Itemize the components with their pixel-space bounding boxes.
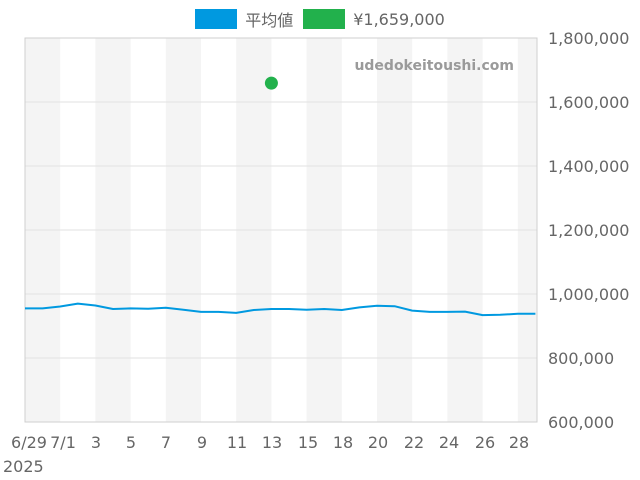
x-tick-label: 24 (439, 433, 459, 452)
listing-price-point[interactable] (264, 76, 278, 90)
x-tick-label: 6/29 (11, 433, 47, 452)
y-tick-label: 1,000,000 (548, 285, 629, 304)
x-tick-label: 15 (298, 433, 318, 452)
y-tick-label: 600,000 (548, 413, 614, 432)
x-tick-label: 26 (475, 433, 495, 452)
x-tick-label: 22 (404, 433, 424, 452)
legend-label-average: 平均値 (245, 11, 294, 30)
x-tick-label: 3 (91, 433, 101, 452)
y-tick-label: 1,600,000 (548, 93, 629, 112)
x-tick-label: 18 (333, 433, 353, 452)
y-tick-label: 800,000 (548, 349, 614, 368)
plot-frame (24, 37, 538, 423)
watermark: udedokeitoushi.com (354, 58, 514, 74)
x-tick-label: 5 (126, 433, 136, 452)
x-tick-label: 7/1 (50, 433, 76, 452)
legend-item-listing-price[interactable]: ¥1,659,000 (303, 9, 445, 29)
x-tick-label: 28 (509, 433, 529, 452)
legend-swatch-listing-price (303, 9, 346, 29)
legend-label-listing-price: ¥1,659,000 (353, 9, 445, 29)
x-tick-label: 7 (161, 433, 171, 452)
x-tick-label: 13 (262, 433, 282, 452)
x-tick-label: 20 (368, 433, 388, 452)
y-tick-labels: 600,000 800,000 1,000,000 1,200,000 1,400,00… (548, 29, 629, 432)
series-line-average (25, 302, 536, 317)
legend-swatch-average (195, 9, 238, 29)
legend: 平均値 ¥1,659,000 (0, 7, 640, 31)
legend-item-average[interactable]: 平均値 (195, 7, 293, 31)
series-layer (25, 76, 536, 317)
y-tick-label: 1,800,000 (548, 29, 629, 48)
x-year-label: 2025 (3, 457, 44, 476)
x-tick-labels: 6/29 7/1 3 5 7 9 11 13 15 18 20 22 24 26 28 (11, 433, 529, 452)
y-tick-label: 1,200,000 (548, 221, 629, 240)
y-tick-label: 1,400,000 (548, 157, 629, 176)
x-tick-label: 9 (197, 433, 207, 452)
x-tick-label: 11 (227, 433, 247, 452)
